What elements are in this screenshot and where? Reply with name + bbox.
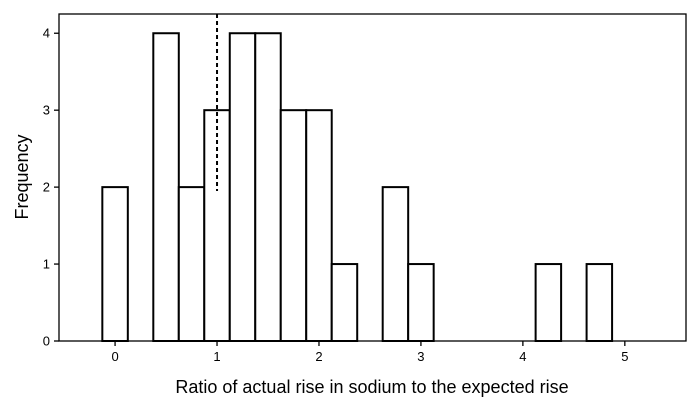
y-tick-label: 1 [43,257,50,272]
x-tick-label: 1 [213,349,220,364]
x-axis-label: Ratio of actual rise in sodium to the ex… [175,377,568,397]
x-tick-label: 5 [621,349,628,364]
histogram-bar [585,263,614,343]
y-tick-label: 0 [43,334,50,349]
x-tick-label: 4 [519,349,526,364]
x-tick-label: 0 [111,349,118,364]
histogram-bar [407,263,435,343]
histogram-bar [534,263,563,343]
histogram-bar [228,32,257,343]
histogram-bar [254,32,282,343]
histogram-bar [305,109,333,342]
y-tick-label: 3 [43,103,50,118]
y-tick-label: 2 [43,180,50,195]
histogram-bar [279,109,308,342]
x-tick-label: 2 [315,349,322,364]
histogram-bar [152,32,180,343]
bars-group [101,32,614,343]
y-axis-ticks: 0 1 2 3 4 [43,26,59,349]
histogram-bar [101,186,129,342]
histogram-bar [203,109,231,342]
x-axis-ticks: 0 1 2 3 4 5 [111,341,628,364]
histogram-bar [381,186,410,342]
histogram-bar [177,186,206,342]
histogram-bar [330,263,359,343]
y-axis-label: Frequency [12,134,32,219]
x-tick-label: 3 [417,349,424,364]
y-tick-label: 4 [43,26,50,41]
